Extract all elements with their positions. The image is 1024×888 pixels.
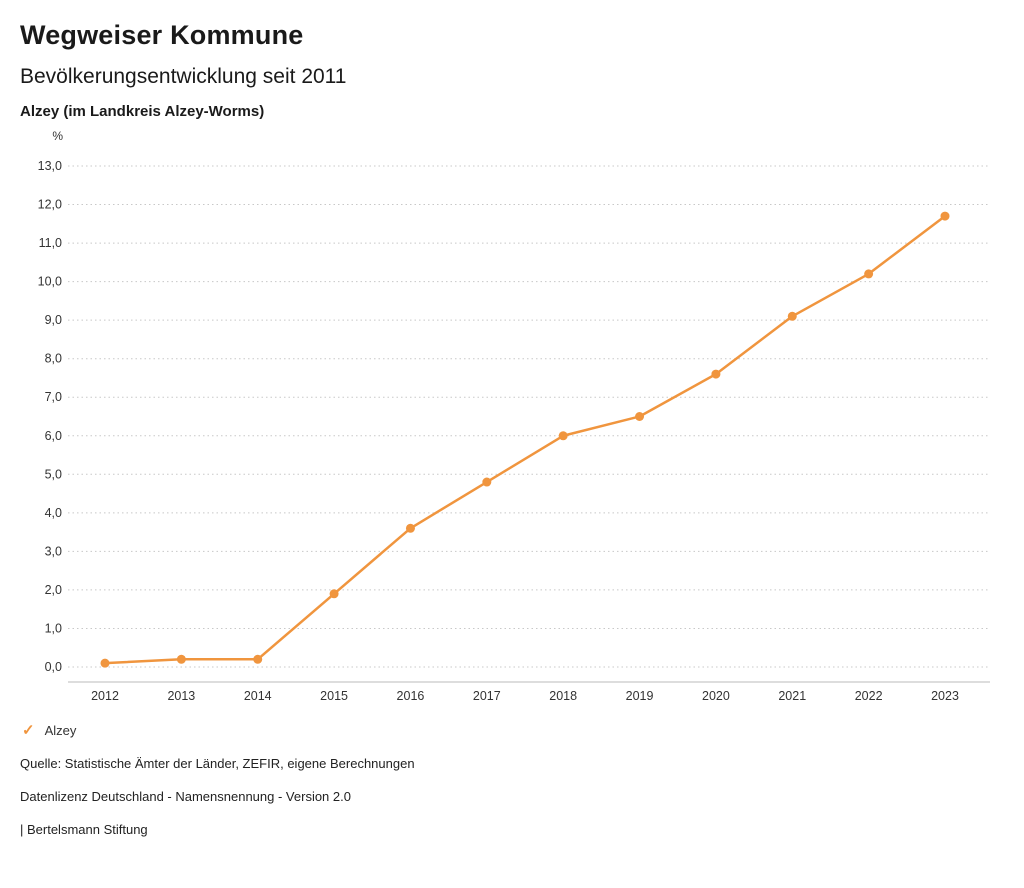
source-line: Quelle: Statistische Ämter der Länder, Z… [20, 756, 415, 771]
svg-text:%: % [52, 129, 63, 143]
svg-text:2021: 2021 [778, 689, 806, 703]
svg-text:2015: 2015 [320, 689, 348, 703]
chart-title: Bevölkerungsentwicklung seit 2011 [20, 65, 347, 88]
svg-text:2020: 2020 [702, 689, 730, 703]
chart-header: Wegweiser Kommune Bevölkerungsentwicklun… [0, 0, 1024, 120]
svg-text:0,0: 0,0 [45, 660, 62, 674]
check-icon: ✓ [22, 721, 35, 739]
svg-text:2023: 2023 [931, 689, 959, 703]
svg-text:12,0: 12,0 [38, 198, 62, 212]
svg-text:1,0: 1,0 [45, 621, 62, 635]
svg-text:11,0: 11,0 [39, 236, 62, 250]
svg-text:3,0: 3,0 [45, 544, 62, 558]
license-line: Datenlizenz Deutschland - Namensnennung … [20, 789, 351, 804]
svg-text:4,0: 4,0 [45, 506, 62, 520]
svg-text:5,0: 5,0 [45, 467, 62, 481]
svg-text:2018: 2018 [549, 689, 577, 703]
population-line-chart: % 0,0 1,0 2,0 3,0 4,0 5,0 6,0 7,0 8,0 9,0 10,0 11,0 1… [38, 129, 990, 703]
svg-text:2022: 2022 [855, 689, 883, 703]
svg-text:2012: 2012 [91, 689, 119, 703]
svg-text:8,0: 8,0 [45, 352, 62, 366]
chart-legend[interactable]: ✓ Alzey [0, 714, 1024, 742]
svg-text:2017: 2017 [473, 689, 501, 703]
chart-area: % 0,0 1,0 2,0 3,0 4,0 5,0 6,0 7,0 8,0 9,0 10,0 11,0 1… [0, 126, 1024, 714]
svg-text:2019: 2019 [626, 689, 654, 703]
svg-text:9,0: 9,0 [45, 313, 62, 327]
legend-item-alzey: Alzey [44, 722, 77, 738]
svg-text:13,0: 13,0 [38, 159, 62, 173]
chart-footer: Quelle: Statistische Ämter der Länder, Z… [0, 742, 1024, 837]
region-label: Alzey (im Landkreis Alzey-Worms) [20, 103, 265, 120]
svg-text:2016: 2016 [397, 689, 425, 703]
svg-text:2014: 2014 [244, 689, 272, 703]
svg-text:2013: 2013 [167, 689, 195, 703]
svg-text:2,0: 2,0 [45, 583, 62, 597]
svg-text:7,0: 7,0 [45, 390, 62, 404]
svg-text:6,0: 6,0 [45, 429, 62, 443]
svg-text:10,0: 10,0 [38, 275, 62, 289]
attribution-line: | Bertelsmann Stiftung [20, 822, 148, 837]
page-title: Wegweiser Kommune [20, 20, 304, 50]
